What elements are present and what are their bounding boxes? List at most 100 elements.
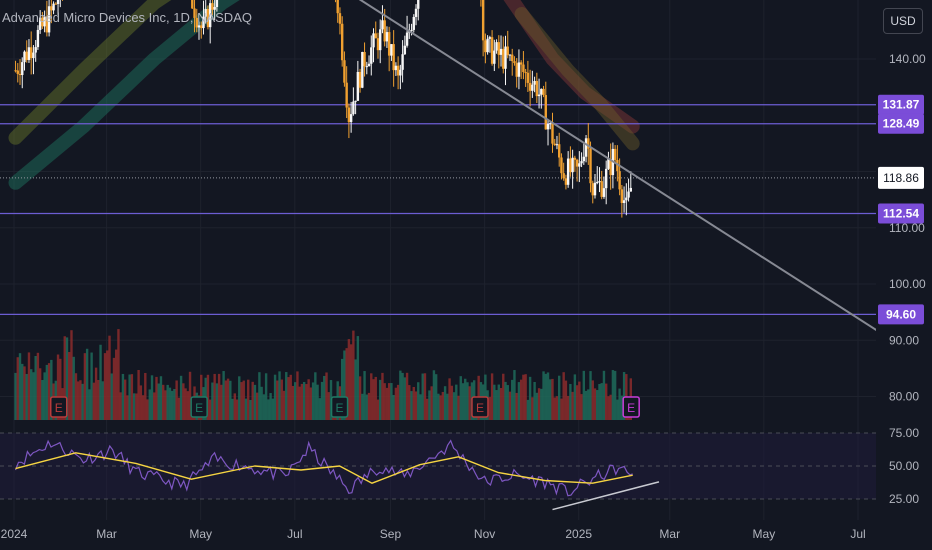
earnings-marker[interactable] xyxy=(190,396,208,418)
volume-bar xyxy=(233,393,236,420)
price-trendline[interactable] xyxy=(233,0,928,364)
candle-body xyxy=(336,0,339,14)
volume-bar xyxy=(394,387,398,420)
volume-bar xyxy=(490,373,494,420)
candle-body xyxy=(376,38,380,51)
candle-body xyxy=(604,168,608,189)
volume-bar xyxy=(437,393,440,420)
volume-bar xyxy=(264,373,268,420)
volume-bar xyxy=(32,372,35,420)
earnings-label: E xyxy=(195,401,203,415)
candle-body xyxy=(522,64,525,73)
volume-bar xyxy=(365,394,368,420)
volume-bar xyxy=(97,380,100,420)
volume-bar xyxy=(493,384,496,420)
volume-bar xyxy=(106,350,109,420)
earnings-marker[interactable] xyxy=(471,396,489,418)
earnings-marker[interactable] xyxy=(49,396,68,418)
volume-bar xyxy=(311,382,315,420)
volume-bar xyxy=(524,374,527,420)
candle-body xyxy=(571,157,574,173)
volume-bar xyxy=(468,386,471,420)
candle-body xyxy=(374,33,377,39)
trendline[interactable] xyxy=(233,0,928,364)
candle-body xyxy=(54,3,58,5)
volume-bar xyxy=(309,387,313,420)
time-tick-label: Sep xyxy=(380,527,402,541)
volume-bar xyxy=(513,370,516,420)
volume-bar xyxy=(249,399,252,420)
candle-body xyxy=(553,143,556,146)
candle-body xyxy=(367,63,371,67)
level-label-box[interactable] xyxy=(878,94,924,115)
volume-bar xyxy=(146,399,149,420)
volume-bar xyxy=(356,336,360,420)
volume-bar xyxy=(88,389,91,420)
earnings-marker[interactable] xyxy=(330,396,349,418)
volume-bar xyxy=(318,398,322,420)
volume-bar xyxy=(63,336,66,420)
candle-body xyxy=(365,66,368,68)
volume-bar xyxy=(59,358,62,420)
volume-bar xyxy=(464,378,467,420)
candle-body xyxy=(405,32,409,46)
earnings-label: E xyxy=(476,401,484,415)
candle-body xyxy=(50,6,53,11)
volume-bar xyxy=(580,394,583,420)
volume-bar xyxy=(488,396,492,420)
volume-bar xyxy=(21,363,24,420)
candle-body xyxy=(21,62,24,76)
volume-bar xyxy=(533,381,536,420)
volume-bar xyxy=(184,388,187,420)
level-label-box[interactable] xyxy=(878,203,924,224)
volume-bar xyxy=(613,370,617,420)
candle-body xyxy=(191,0,194,9)
rsi-trendline[interactable] xyxy=(552,481,660,511)
volume-bar xyxy=(85,348,89,420)
level-label-box[interactable] xyxy=(878,113,924,134)
level-label: 112.54 xyxy=(883,206,919,220)
candle-body xyxy=(361,52,364,88)
axis-background xyxy=(876,0,932,550)
volume-bars xyxy=(14,329,632,420)
volume-bar xyxy=(130,374,134,420)
candle-body xyxy=(578,163,581,167)
volume-bar xyxy=(164,390,167,420)
volume-bar xyxy=(455,384,458,420)
candle-body xyxy=(582,156,586,162)
volume-bar xyxy=(206,374,210,420)
volume-bar xyxy=(121,373,125,420)
volume-bar xyxy=(446,393,449,420)
candle-body xyxy=(32,52,35,59)
candle-body xyxy=(519,62,523,65)
volume-bar xyxy=(589,371,592,420)
volume-bar xyxy=(584,390,588,420)
earnings-marker[interactable] xyxy=(622,396,640,418)
time-tick-label: Mar xyxy=(96,527,117,541)
volume-bar xyxy=(340,358,344,420)
volume-bar xyxy=(537,388,541,420)
currency-button[interactable]: USD xyxy=(883,8,923,34)
volume-bar xyxy=(434,374,438,420)
volume-bar xyxy=(596,390,599,420)
candle-body xyxy=(213,6,216,10)
candle-body xyxy=(43,16,46,27)
volume-bar xyxy=(372,379,375,420)
volume-bar xyxy=(419,394,422,420)
volume-bar xyxy=(213,373,216,420)
candle-body xyxy=(347,107,351,123)
volume-bar xyxy=(273,374,277,420)
candle-body xyxy=(493,50,496,64)
volume-bar xyxy=(347,339,351,420)
candle-body xyxy=(387,32,391,56)
volume-bar xyxy=(499,388,503,420)
volume-bar xyxy=(43,372,46,420)
candle-body xyxy=(385,32,389,42)
level-label-box[interactable] xyxy=(878,304,924,325)
volume-bar xyxy=(188,371,192,420)
volume-bar xyxy=(620,395,624,420)
candle-body xyxy=(580,161,583,164)
volume-bar xyxy=(226,378,230,420)
